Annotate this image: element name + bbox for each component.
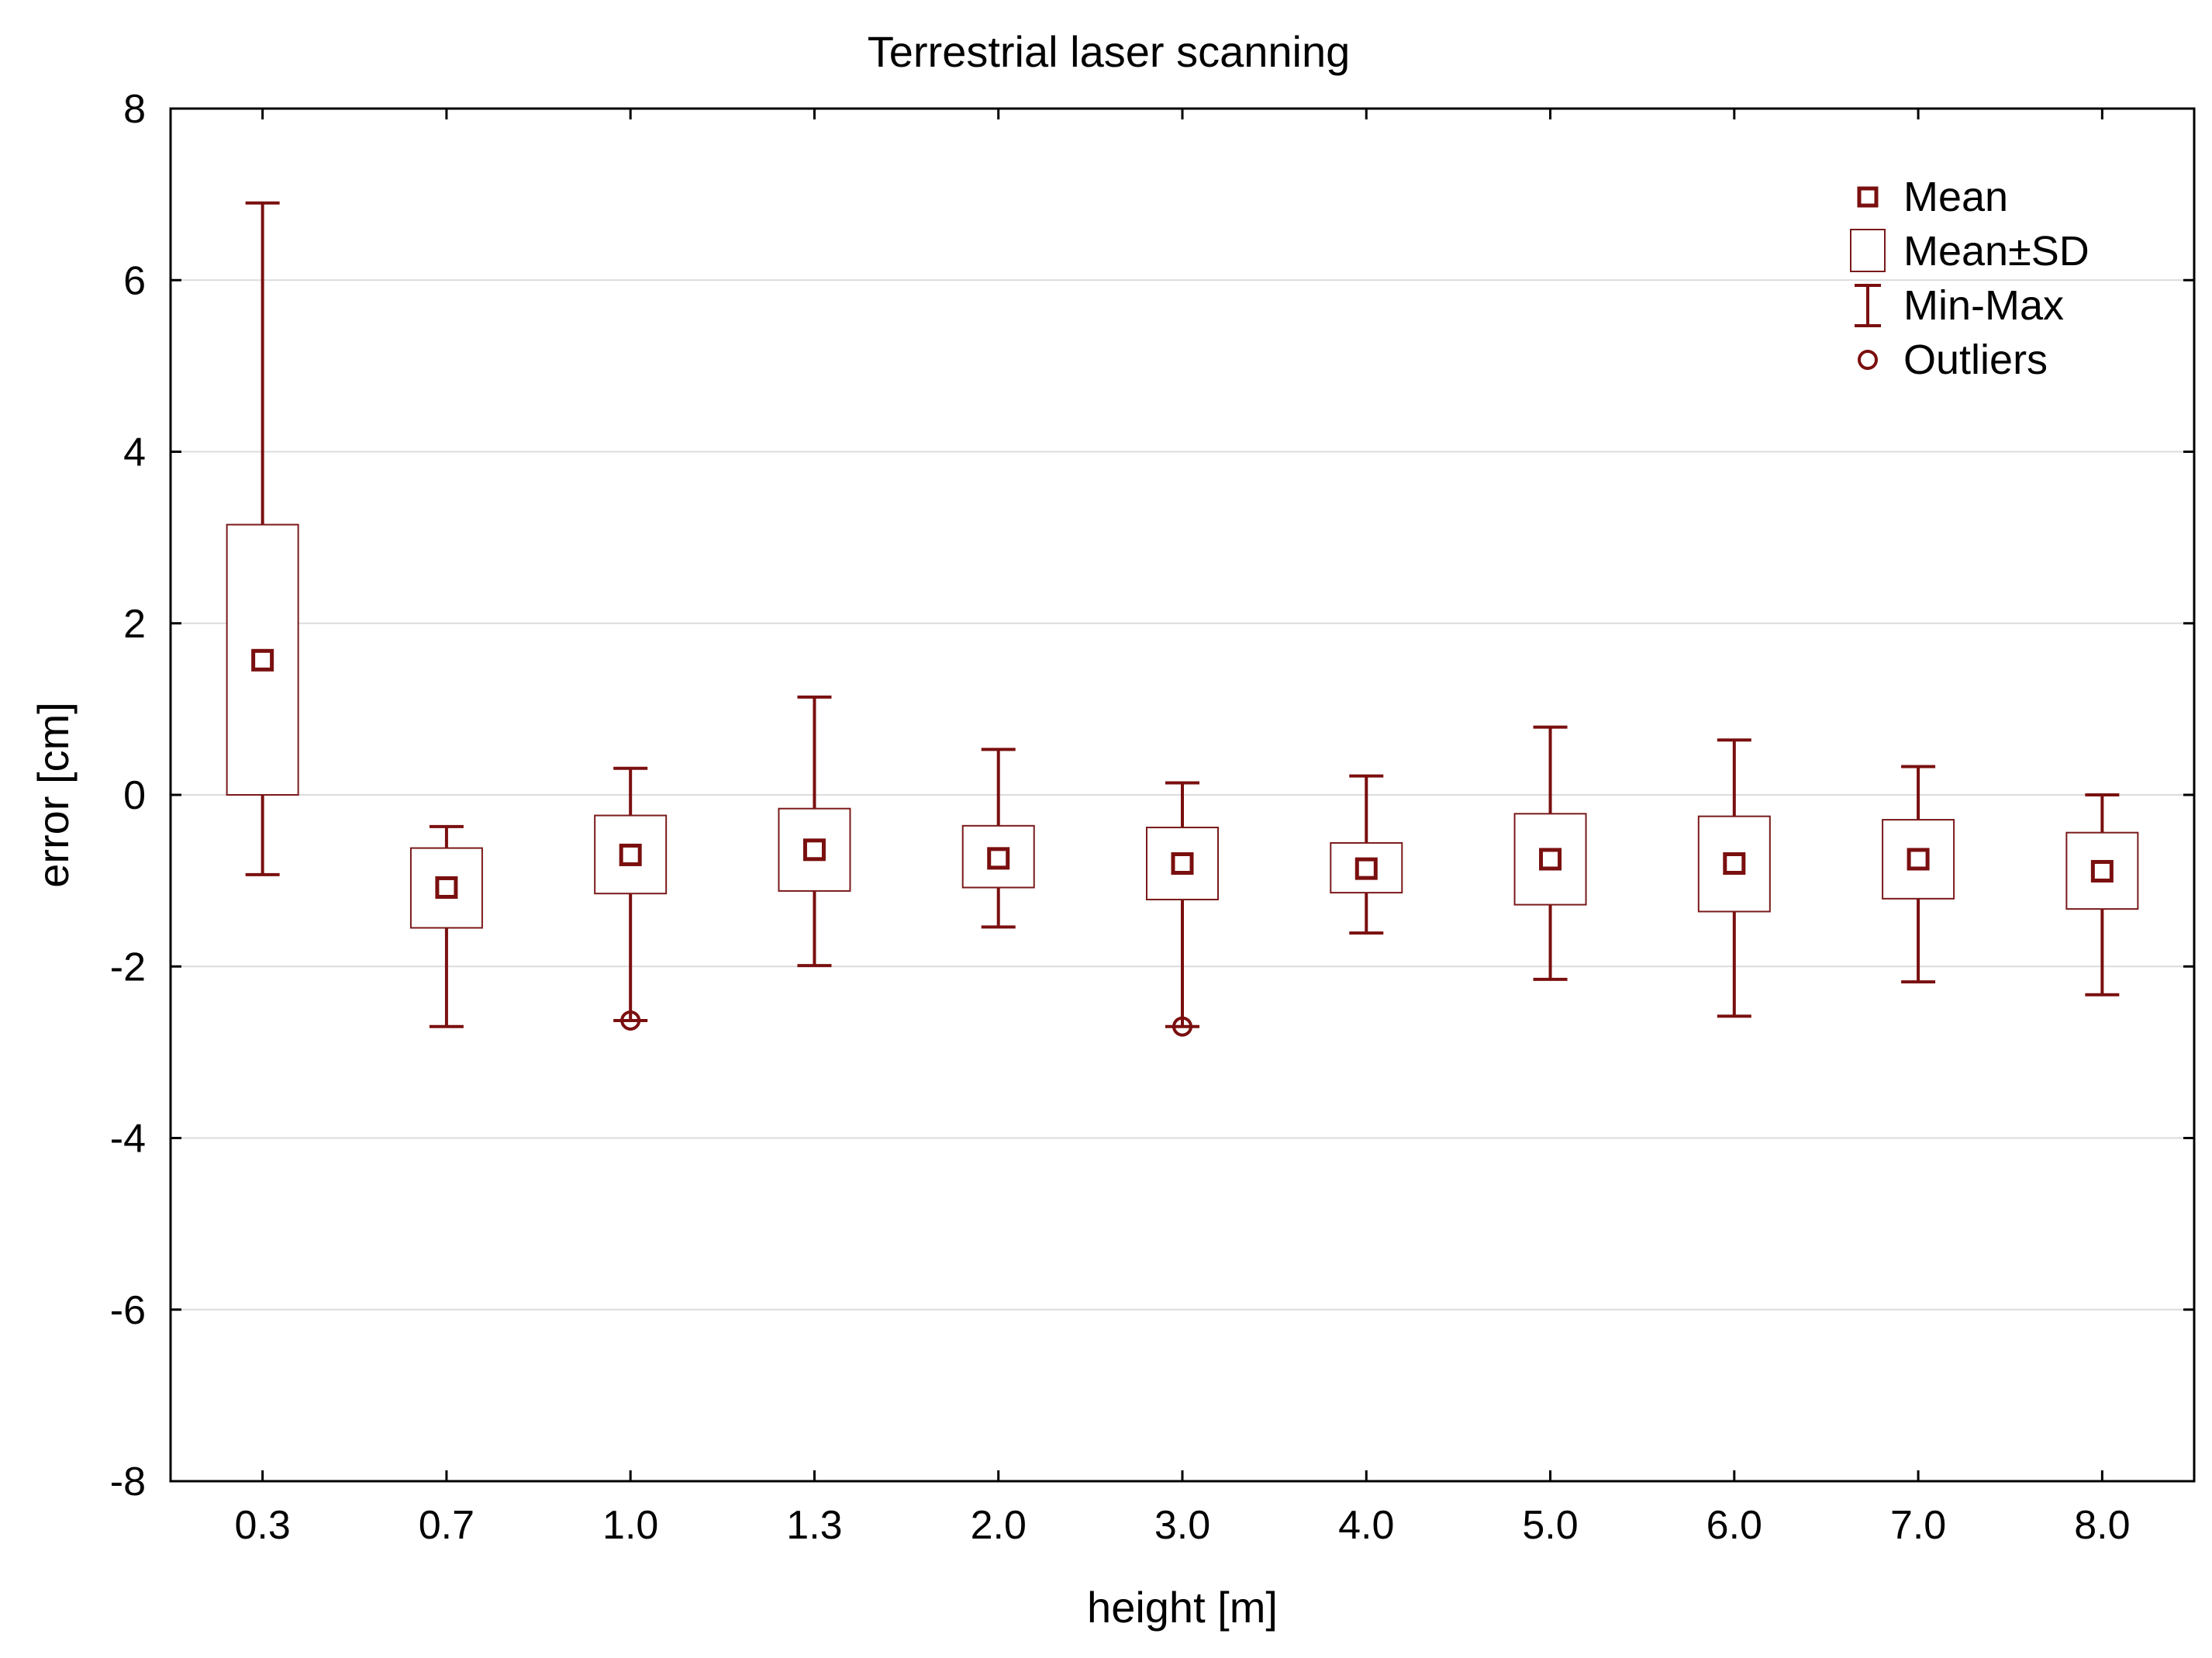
x-tick-label: 1.0 [602, 1503, 658, 1548]
legend-outlier-symbol [1858, 350, 1878, 370]
x-tick-label: 4.0 [1338, 1503, 1394, 1548]
y-axis: 8 6 4 2 0 -2 -4 -6 -8 [110, 87, 2194, 1504]
legend-sd-symbol [1850, 229, 1886, 272]
y-tick-label: -8 [110, 1459, 146, 1504]
x-tick-label: 1.3 [786, 1503, 842, 1548]
mean-marker [1539, 848, 1562, 871]
mean-marker [1354, 857, 1378, 880]
mean-marker [435, 876, 458, 899]
x-axis-label: height [m] [1087, 1583, 1278, 1632]
y-tick-label: 4 [123, 430, 146, 475]
chart-title: Terrestrial laser scanning [868, 27, 1350, 76]
x-tick-label: 5.0 [1522, 1503, 1578, 1548]
legend-minmax-label: Min-Max [1903, 282, 2064, 329]
x-tick-label: 0.3 [234, 1503, 290, 1548]
y-tick-label: -6 [110, 1288, 146, 1333]
legend-outliers-label: Outliers [1903, 337, 2048, 383]
outlier-marker [620, 1010, 641, 1031]
mean-marker [802, 838, 826, 862]
mean-marker [2090, 859, 2114, 883]
legend-mean-label: Mean [1903, 174, 2008, 220]
outlier-marker [1172, 1016, 1192, 1037]
x-tick-label: 7.0 [1890, 1503, 1946, 1548]
x-tick-label: 8.0 [2074, 1503, 2130, 1548]
sd-box [778, 807, 851, 892]
sd-box [1882, 819, 1955, 900]
x-tick-label: 3.0 [1154, 1503, 1210, 1548]
legend-minmax-symbol [1855, 284, 1881, 327]
x-tick-label: 0.7 [419, 1503, 474, 1548]
mean-marker [1171, 852, 1194, 875]
y-tick-label: -2 [110, 945, 146, 990]
x-tick-label: 6.0 [1706, 1503, 1762, 1548]
legend: Mean Mean±SD Min-Max Outliers [1850, 174, 2089, 383]
mean-marker [1907, 848, 1930, 871]
y-tick-label: 8 [123, 87, 146, 132]
legend-sd-label: Mean±SD [1903, 228, 2089, 275]
sd-box [1146, 827, 1219, 900]
mean-marker [619, 843, 642, 866]
x-tick-label: 2.0 [971, 1503, 1027, 1548]
y-tick-label: 6 [123, 258, 146, 303]
mean-marker [987, 847, 1010, 870]
mean-marker [1723, 852, 1746, 875]
y-axis-label: error [cm] [29, 702, 78, 888]
legend-mean-symbol [1857, 186, 1879, 208]
x-axis: 0.3 0.7 1.0 1.3 2.0 3.0 4.0 5.0 6.0 7.0 8.0 [234, 109, 2131, 1548]
box-marks [226, 201, 2139, 1037]
y-tick-label: -4 [110, 1117, 146, 1162]
mean-marker [251, 648, 274, 672]
y-tick-label: 2 [123, 602, 146, 647]
y-tick-label: 0 [123, 773, 146, 818]
